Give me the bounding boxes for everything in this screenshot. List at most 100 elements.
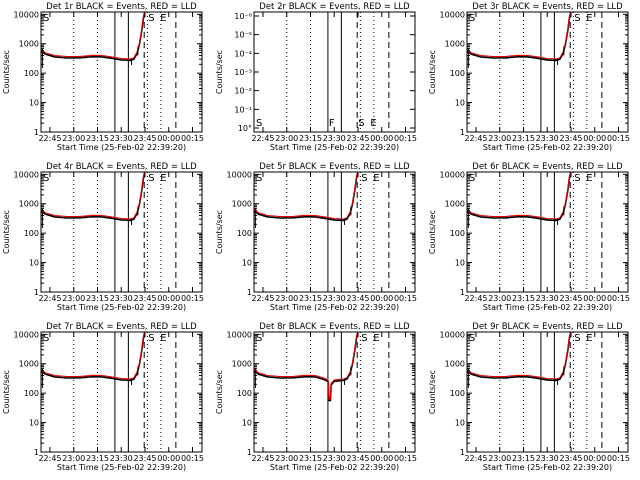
x-tick-label: 22:45 [464,294,487,303]
marker-label: E [586,333,592,344]
x-tick-label: 00:15 [607,294,630,303]
x-tick-label: 23:45 [346,454,369,463]
x-tick-label: 23:30 [323,454,346,463]
marker-label: S [361,173,367,184]
panel-title: Det 3r BLACK = Events, RED = LLD [472,2,623,12]
x-tick-label: 23:00 [488,454,511,463]
x-tick-label: 00:00 [583,294,606,303]
x-tick-label: 22:45 [38,294,61,303]
y-tick-label: 1 [247,448,252,457]
marker-label: F [329,118,335,129]
marker-label: S [43,173,49,184]
plot-frame [466,331,629,453]
y-tick-label: 10⁻³ [234,68,252,77]
x-tick-label: 23:45 [559,454,582,463]
plot-frame [466,171,629,293]
x-tick-label: 00:00 [583,134,606,143]
y-tick-label: 1 [460,128,465,137]
x-tick-label: 23:15 [86,134,109,143]
plot-frame [40,11,203,133]
y-tick-label: 100 [450,389,465,398]
x-tick-label: 23:15 [86,454,109,463]
plot-frame [466,11,629,133]
x-tick-label: 23:30 [110,294,133,303]
y-tick-label: 100 [450,69,465,78]
y-axis-label: Counts/sec [215,210,224,254]
panel-det-6: Det 6r BLACK = Events, RED = LLD 1 10 100 10… [428,162,630,312]
marker-label: S [148,13,154,24]
x-tick-label: 23:30 [110,134,133,143]
panel-det-9: Det 9r BLACK = Events, RED = LLD 1 10 100 10… [428,322,630,472]
x-tick-label: 23:15 [512,454,535,463]
x-tick-label: 23:00 [62,294,85,303]
panel-det-3: Det 3r BLACK = Events, RED = LLD 1 10 100 10… [428,2,630,152]
x-tick-label: 00:00 [370,454,393,463]
x-axis-label: Start Time (25-Feb-02 22:39:20) [483,463,612,472]
y-tick-label: 10⁻¹ [234,105,252,114]
y-axis-label: Counts/sec [428,50,437,94]
y-tick-label: 100 [24,389,39,398]
x-tick-label: 23:15 [512,134,535,143]
y-tick-label: 10⁻⁴ [234,49,252,58]
panel-title: Det 2r BLACK = Events, RED = LLD [259,2,410,12]
events-series-line [466,173,572,222]
events-series-line [40,13,146,62]
marker-label: S [256,333,262,344]
lld-series-line [466,172,571,220]
y-tick-label: 10⁻⁶ [234,12,252,21]
x-axis-label: Start Time (25-Feb-02 22:39:20) [270,463,399,472]
marker-label: E [373,333,379,344]
panel-det-1: Det 1r BLACK = Events, RED = LLD 1 10 100 10… [2,2,204,152]
x-tick-label: 00:00 [370,134,393,143]
panel-title: Det 9r BLACK = Events, RED = LLD [472,322,623,332]
panel-det-4: Det 4r BLACK = Events, RED = LLD 1 10 100 10… [2,162,204,312]
y-tick-label: 1 [460,288,465,297]
x-tick-label: 23:45 [133,134,156,143]
x-tick-label: 23:00 [275,454,298,463]
marker-label: S [574,333,580,344]
y-tick-label: 1000 [232,200,252,209]
y-tick-label: 10000 [14,330,39,339]
x-tick-label: 23:45 [559,134,582,143]
panel-det-7: Det 7r BLACK = Events, RED = LLD 1 10 100 10… [2,322,204,472]
panel-title: Det 8r BLACK = Events, RED = LLD [259,322,410,332]
y-tick-label: 10 [242,259,252,268]
lld-series-line [253,332,358,400]
y-tick-label: 10 [29,99,39,108]
lld-series-line [466,332,571,380]
y-tick-label: 1 [34,448,39,457]
y-tick-label: 100 [24,229,39,238]
marker-label: S [256,118,262,129]
lld-series-line [253,172,358,220]
x-tick-label: 23:30 [536,294,559,303]
x-axis-label: Start Time (25-Feb-02 22:39:20) [57,143,186,152]
y-tick-label: 1000 [232,360,252,369]
x-tick-label: 23:45 [559,294,582,303]
x-tick-label: 00:15 [607,454,630,463]
y-tick-label: 1 [34,128,39,137]
x-tick-label: 00:15 [607,134,630,143]
y-tick-label: 10000 [440,330,465,339]
y-tick-label: 10 [455,419,465,428]
x-axis-label: Start Time (25-Feb-02 22:39:20) [57,303,186,312]
y-tick-label: 100 [237,389,252,398]
x-axis-label: Start Time (25-Feb-02 22:39:20) [483,303,612,312]
x-tick-label: 22:45 [38,454,61,463]
x-tick-label: 22:45 [251,294,274,303]
y-tick-label: 10⁻⁵ [234,31,252,40]
x-tick-label: 23:45 [346,134,369,143]
x-tick-label: 00:15 [181,454,204,463]
y-tick-label: 10° [238,124,252,133]
x-tick-label: 00:15 [394,134,417,143]
y-axis-label: Counts/sec [2,50,11,94]
y-tick-label: 10 [29,259,39,268]
y-tick-label: 1000 [445,40,465,49]
marker-label: S [574,173,580,184]
marker-label: S [469,173,475,184]
x-tick-label: 23:00 [275,134,298,143]
y-axis-label: Counts/sec [428,370,437,414]
x-tick-label: 22:45 [251,134,274,143]
y-tick-label: 10000 [14,170,39,179]
x-tick-label: 00:15 [181,294,204,303]
x-tick-label: 23:30 [536,134,559,143]
